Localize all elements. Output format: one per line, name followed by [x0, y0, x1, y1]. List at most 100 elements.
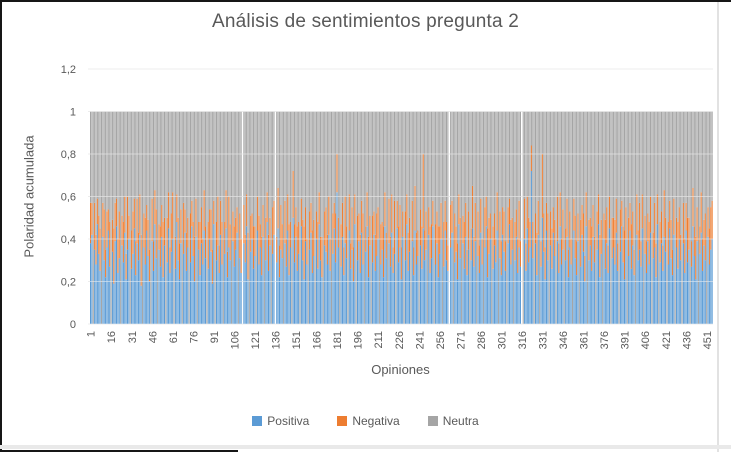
window-border-bottom-left — [0, 450, 238, 452]
bar-segment — [168, 228, 170, 325]
bar-segment — [607, 111, 609, 246]
bar-segment — [189, 111, 191, 214]
bar-segment — [367, 277, 369, 324]
bar-segment — [255, 111, 257, 324]
bar-segment — [303, 279, 305, 325]
bar-segment — [380, 111, 382, 225]
bar-segment — [109, 266, 111, 325]
bar-segment — [347, 111, 349, 324]
bar-segment — [226, 111, 228, 252]
bar-segment — [398, 111, 400, 227]
bar-segment — [469, 111, 471, 324]
bar-segment — [218, 111, 220, 246]
bar-segment — [451, 111, 453, 201]
bar-segment — [383, 226, 385, 278]
bar-segment — [711, 200, 713, 239]
bar-segment — [367, 236, 369, 278]
bar-segment — [310, 232, 312, 325]
bar-segment — [436, 243, 438, 324]
bar-segment — [236, 207, 238, 233]
bar-segment — [663, 111, 665, 191]
bar-segment — [552, 111, 554, 208]
bar-segment — [499, 111, 501, 212]
bar-segment — [252, 111, 254, 227]
bar-segment — [485, 226, 487, 324]
bar-segment — [348, 230, 350, 324]
bar-segment — [569, 211, 571, 248]
bar-segment — [325, 111, 327, 208]
bar-segment — [146, 230, 148, 324]
bar-segment — [528, 217, 530, 263]
bar-segment — [676, 247, 678, 324]
bar-segment — [291, 111, 293, 324]
bar-segment — [504, 270, 506, 325]
bar-segment — [677, 111, 679, 222]
bar-segment — [235, 249, 237, 325]
bar-segment — [266, 222, 268, 324]
bar-segment — [303, 111, 305, 227]
bar-segment — [162, 111, 164, 222]
bar-segment — [361, 111, 363, 201]
bar-segment — [580, 219, 582, 267]
bar-segment — [120, 111, 122, 324]
bar-segment — [555, 111, 557, 324]
bar-segment — [335, 111, 337, 214]
bar-segment — [324, 111, 326, 212]
bar-segment — [514, 222, 516, 261]
bar-segment — [603, 213, 605, 239]
bar-segment — [458, 194, 460, 225]
bar-segment — [244, 111, 246, 235]
bar-segment — [450, 111, 452, 205]
bar-segment — [381, 222, 383, 250]
bar-segment — [570, 264, 572, 324]
bar-segment — [402, 111, 404, 212]
bar-segment — [252, 226, 254, 269]
bar-segment — [437, 226, 439, 278]
bar-segment — [424, 260, 426, 324]
bar-segment — [121, 111, 123, 216]
bar-segment — [669, 228, 671, 325]
bar-segment — [444, 230, 446, 324]
bar-segment — [615, 198, 617, 233]
bar-segment — [315, 211, 317, 240]
bar-segment — [187, 217, 189, 248]
bar-segment — [136, 198, 138, 244]
bar-segment — [199, 222, 201, 276]
bar-segment — [685, 230, 687, 324]
bar-segment — [692, 111, 694, 188]
bar-segment — [407, 232, 409, 271]
bar-segment — [700, 192, 702, 233]
bar-segment — [200, 111, 202, 208]
bar-segment — [440, 202, 442, 240]
bar-segment — [566, 236, 568, 325]
bar-segment — [221, 264, 223, 324]
bar-segment — [159, 111, 161, 227]
bar-segment — [154, 190, 156, 225]
bar-segment — [625, 207, 627, 240]
bar-segment — [124, 196, 126, 233]
bar-segment — [652, 232, 654, 259]
bar-segment — [648, 111, 650, 222]
bar-segment — [704, 260, 706, 324]
bar-segment — [243, 243, 245, 324]
legend: Positiva Negativa Neutra — [0, 414, 731, 428]
bar-segment — [650, 196, 652, 233]
bar-segment — [562, 111, 564, 210]
bar-segment — [261, 236, 263, 276]
bar-segment — [491, 111, 493, 324]
bar-segment — [202, 111, 204, 239]
bar-segment — [641, 194, 643, 229]
bar-segment — [419, 111, 422, 210]
bar-segment — [655, 243, 657, 278]
bar-segment — [541, 111, 543, 154]
bar-segment — [122, 262, 124, 324]
bar-segment — [126, 249, 129, 325]
bar-segment — [294, 262, 296, 324]
bar-segment — [651, 111, 653, 324]
bar-segment — [378, 111, 380, 324]
bar-segment — [559, 192, 561, 227]
bar-segment — [467, 111, 469, 212]
bar-segment — [211, 283, 213, 325]
bar-segment — [543, 251, 545, 324]
bar-segment — [350, 111, 352, 244]
